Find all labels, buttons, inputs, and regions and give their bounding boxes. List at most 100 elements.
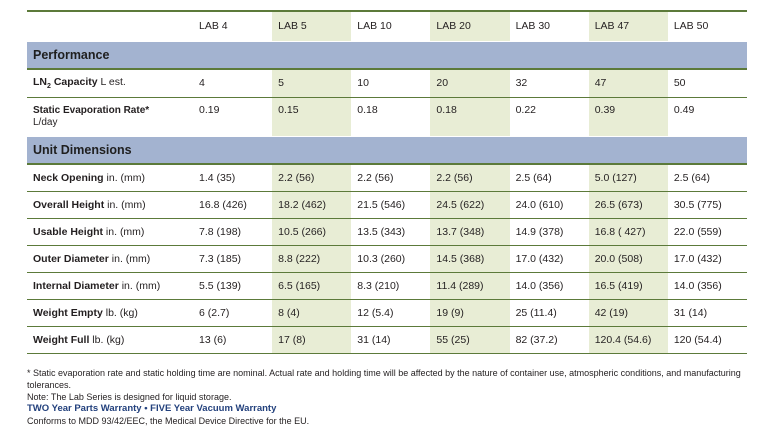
cell: 14.9 (378) xyxy=(515,225,564,238)
cell: 19 (9) xyxy=(430,299,510,326)
col-header-lab20: LAB 20 xyxy=(430,11,510,41)
cell: 50 xyxy=(673,77,686,90)
cell: 16.8 (426) xyxy=(199,198,247,211)
cell: 17.0 (432) xyxy=(515,252,564,265)
row-evaporation-rate: Static Evaporation Rate* L/day 0.19 0.15 … xyxy=(27,97,747,136)
label-unit: in. (mm) xyxy=(104,198,146,211)
label-unit: L/day xyxy=(33,116,58,128)
label-evap: Static Evaporation Rate* xyxy=(33,104,150,116)
row-ln2-capacity: LN2 Capacity L est. 4 5 10 20 32 47 50 xyxy=(27,69,747,97)
cell: 32 xyxy=(515,77,528,90)
cell: 17 (8) xyxy=(272,326,352,353)
cell: 25 (11.4) xyxy=(515,306,557,319)
cell: 7.3 (185) xyxy=(199,252,242,265)
col-header-lab4: LAB 4 xyxy=(199,20,228,33)
warranty-text: TWO Year Parts Warranty • FIVE Year Vacu… xyxy=(27,403,277,414)
col-header-lab10: LAB 10 xyxy=(357,20,392,33)
cell: 16.5 (419) xyxy=(588,272,668,299)
row-label-neck: Neck Opening in. (mm) xyxy=(27,164,193,191)
label-ln-subscript: 2 xyxy=(47,83,51,91)
row-internal: Internal Diameter in. (mm) 5.5 (139) 6.5 (… xyxy=(27,272,747,299)
cell: 10 xyxy=(357,77,369,90)
cell: 8.3 (210) xyxy=(357,279,400,292)
footnote-evaporation: * Static evaporation rate and static hol… xyxy=(27,368,741,390)
cell: 2.5 (64) xyxy=(515,171,552,184)
cell: 0.19 xyxy=(199,103,220,116)
row-outer: Outer Diameter in. (mm) 7.3 (185) 8.8 (222… xyxy=(27,245,747,272)
cell: 2.2 (56) xyxy=(357,171,394,184)
cell: 13 (6) xyxy=(199,333,227,346)
header-row: LAB 4 LAB 5 LAB 10 LAB 20 LAB 30 LAB 47 … xyxy=(27,11,747,41)
row-wempty: Weight Empty lb. (kg) 6 (2.7) 8 (4) 12 (5.4… xyxy=(27,299,747,326)
conformance-text: Conforms to MDD 93/42/EEC, the Medical D… xyxy=(27,416,310,426)
cell: 2.5 (64) xyxy=(673,171,711,184)
cell: 31 (14) xyxy=(673,306,708,319)
cell: 20 xyxy=(430,69,510,97)
cell: 0.49 xyxy=(673,103,695,116)
cell: 82 (37.2) xyxy=(515,333,558,346)
label-unit: L est. xyxy=(97,76,126,89)
label-text: Internal Diameter xyxy=(33,279,119,292)
label-unit: lb. (kg) xyxy=(89,333,125,346)
cell: 10.5 (266) xyxy=(272,218,352,245)
cell: 47 xyxy=(588,69,668,97)
row-neck: Neck Opening in. (mm) 1.4 (35) 2.2 (56) 2.2… xyxy=(27,164,747,191)
label-text: Weight Empty xyxy=(33,306,103,319)
cell: 16.8 ( 427) xyxy=(588,218,668,245)
cell: 26.5 (673) xyxy=(588,191,668,218)
cell: 13.5 (343) xyxy=(357,225,406,238)
cell: 31 (14) xyxy=(357,333,391,346)
section-title-unit-dimensions: Unit Dimensions xyxy=(33,142,132,157)
row-wfull: Weight Full lb. (kg) 13 (6) 17 (8) 31 (14) 5… xyxy=(27,326,747,353)
cell: 24.5 (622) xyxy=(430,191,510,218)
label-text: Outer Diameter xyxy=(33,252,109,265)
col-header-lab50: LAB 50 xyxy=(673,20,709,33)
row-usable: Usable Height in. (mm) 7.8 (198) 10.5 (266… xyxy=(27,218,747,245)
cell: 14.5 (368) xyxy=(430,245,510,272)
cell: 0.15 xyxy=(272,97,352,136)
cell: 8 (4) xyxy=(272,299,352,326)
cell: 18.2 (462) xyxy=(272,191,352,218)
row-overall: Overall Height in. (mm) 16.8 (426) 18.2 (4… xyxy=(27,191,747,218)
label-text: Weight Full xyxy=(33,333,90,346)
label-text: Overall Height xyxy=(33,198,105,211)
label-unit: in. (mm) xyxy=(103,225,145,238)
row-label-ln2-capacity: LN2 Capacity L est. xyxy=(27,69,193,97)
cell: 30.5 (775) xyxy=(673,198,722,211)
label-unit: in. (mm) xyxy=(118,279,161,292)
cell: 120.4 (54.6) xyxy=(588,326,668,353)
col-header-lab47: LAB 47 xyxy=(588,11,668,41)
spec-table-container: LAB 4 LAB 5 LAB 10 LAB 20 LAB 30 LAB 47 … xyxy=(27,10,747,354)
footnotes: * Static evaporation rate and static hol… xyxy=(27,367,747,427)
cell: 55 (25) xyxy=(430,326,510,353)
cell: 5 xyxy=(272,69,352,97)
label-ln: LN xyxy=(33,76,47,89)
cell: 12 (5.4) xyxy=(357,306,394,319)
col-header-lab30: LAB 30 xyxy=(515,20,551,33)
note-liquid-storage: Note: The Lab Series is designed for liq… xyxy=(27,392,232,402)
cell: 10.3 (260) xyxy=(357,252,406,265)
cell: 5.0 (127) xyxy=(588,164,668,191)
cell: 0.39 xyxy=(588,97,668,136)
label-text: Neck Opening xyxy=(33,171,104,184)
label-unit: lb. (kg) xyxy=(102,306,138,319)
cell: 4 xyxy=(199,77,205,90)
cell: 120 (54.4) xyxy=(673,333,722,346)
section-title-performance: Performance xyxy=(33,47,110,62)
row-label-wfull: Weight Full lb. (kg) xyxy=(27,326,193,353)
label-unit: in. (mm) xyxy=(108,252,151,265)
label-text: Usable Height xyxy=(33,225,104,238)
cell: 5.5 (139) xyxy=(199,279,242,292)
cell: 22.0 (559) xyxy=(673,225,722,238)
row-label-outer: Outer Diameter in. (mm) xyxy=(27,245,193,272)
cell: 14.0 (356) xyxy=(673,279,722,292)
cell: 24.0 (610) xyxy=(515,198,564,211)
header-blank-cell xyxy=(27,11,193,41)
row-label-overall: Overall Height in. (mm) xyxy=(27,191,193,218)
label-unit: in. (mm) xyxy=(103,171,146,184)
cell: 0.22 xyxy=(515,103,536,116)
cell: 42 (19) xyxy=(588,299,668,326)
cell: 6.5 (165) xyxy=(272,272,352,299)
section-unit-dimensions: Unit Dimensions xyxy=(27,136,747,164)
cell: 20.0 (508) xyxy=(588,245,668,272)
